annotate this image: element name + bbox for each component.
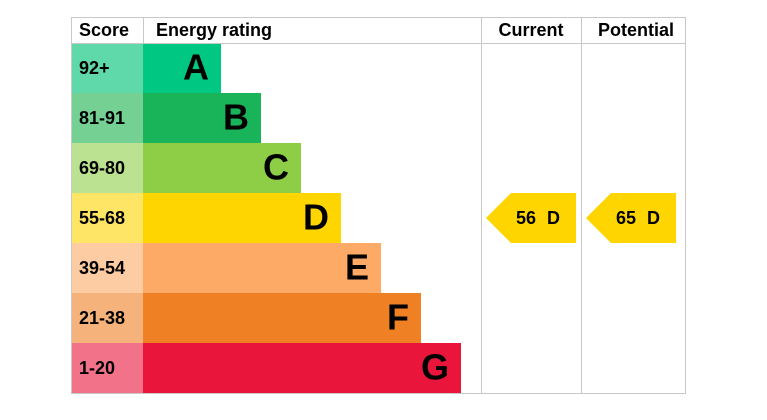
band-bar [143,343,461,393]
band-letter: F [387,297,409,338]
header-rating: Energy rating [156,20,272,40]
score-cell [71,93,143,143]
band-letter: C [263,147,289,188]
band-bar [143,193,341,243]
score-label: 55-68 [79,208,125,228]
score-label: 21-38 [79,308,125,328]
band-bar [143,243,381,293]
current-value: 56 [516,208,536,228]
header-potential: Potential [598,20,674,40]
score-label: 81-91 [79,108,125,128]
score-cell [71,293,143,343]
score-label: 69-80 [79,158,125,178]
header-score: Score [79,20,129,40]
potential-band: D [647,208,660,228]
band-bar [143,293,421,343]
score-label: 39-54 [79,258,125,278]
band-letter: G [421,347,449,388]
grid [71,17,686,394]
band-letter: D [303,197,329,238]
rows: 92+ A 81-91 B 69-80 C 55-68 D 39-54 E 21-38 F 1-20 G [71,43,461,393]
potential-arrow [586,193,676,243]
band-bar [143,43,221,93]
score-cell [71,343,143,393]
header-current: Current [498,20,563,40]
band-letter: E [345,247,369,288]
score-label: 1-20 [79,358,115,378]
current-arrow [486,193,576,243]
score-cell [71,193,143,243]
frame [71,17,686,394]
score-cell [71,43,143,93]
band-bar [143,143,301,193]
score-cell [71,143,143,193]
band-letter: A [183,47,209,88]
current-band: D [547,208,560,228]
score-label: 92+ [79,58,110,78]
band-bar [143,93,261,143]
score-cell [71,243,143,293]
potential-value: 65 [616,208,636,228]
band-letter: B [223,97,249,138]
